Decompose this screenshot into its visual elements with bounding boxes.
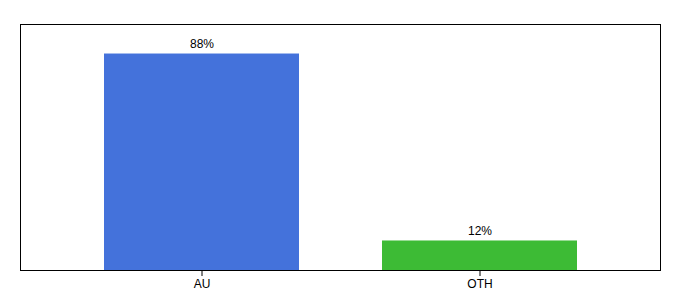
svg-text:AU: AU — [194, 277, 211, 291]
svg-text:OTH: OTH — [467, 277, 492, 291]
svg-text:88%: 88% — [190, 37, 214, 51]
svg-text:12%: 12% — [468, 224, 492, 238]
